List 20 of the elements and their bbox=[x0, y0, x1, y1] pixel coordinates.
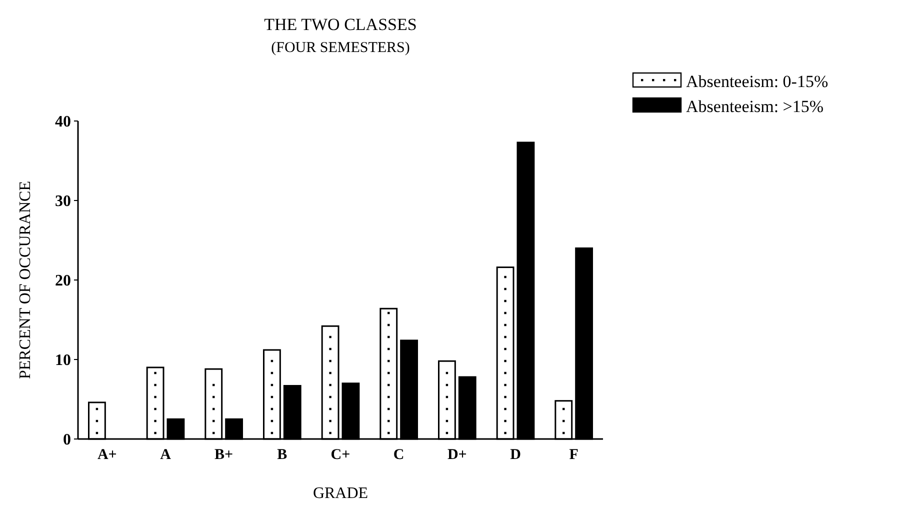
y-tick-label: 0 bbox=[63, 432, 71, 449]
chart-title: THE TWO CLASSES bbox=[264, 15, 417, 34]
y-tick-label: 10 bbox=[55, 352, 71, 370]
x-axis-title: GRADE bbox=[312, 485, 368, 502]
y-tick-label: 40 bbox=[55, 114, 71, 131]
x-tick-label: A+ bbox=[97, 447, 117, 463]
y-tick-label: 20 bbox=[55, 272, 71, 290]
y-tick-label: 30 bbox=[55, 193, 71, 210]
legend-label: Absenteeism: >15% bbox=[686, 96, 824, 116]
x-tick-label: F bbox=[569, 447, 578, 463]
legend-label: Absenteeism: 0-15% bbox=[686, 72, 828, 91]
chart-subtitle: (FOUR SEMESTERS) bbox=[271, 40, 410, 56]
x-tick-label: D bbox=[510, 447, 522, 463]
x-tick-label: C+ bbox=[330, 447, 350, 463]
x-tick-label: C bbox=[393, 447, 404, 463]
x-tick-label: B bbox=[277, 447, 288, 463]
x-tick-label: B+ bbox=[214, 447, 234, 463]
x-tick-label: A bbox=[160, 447, 172, 463]
y-axis-title: PERCENT OF OCCURANCE bbox=[17, 181, 34, 379]
x-tick-label: D+ bbox=[447, 447, 467, 463]
